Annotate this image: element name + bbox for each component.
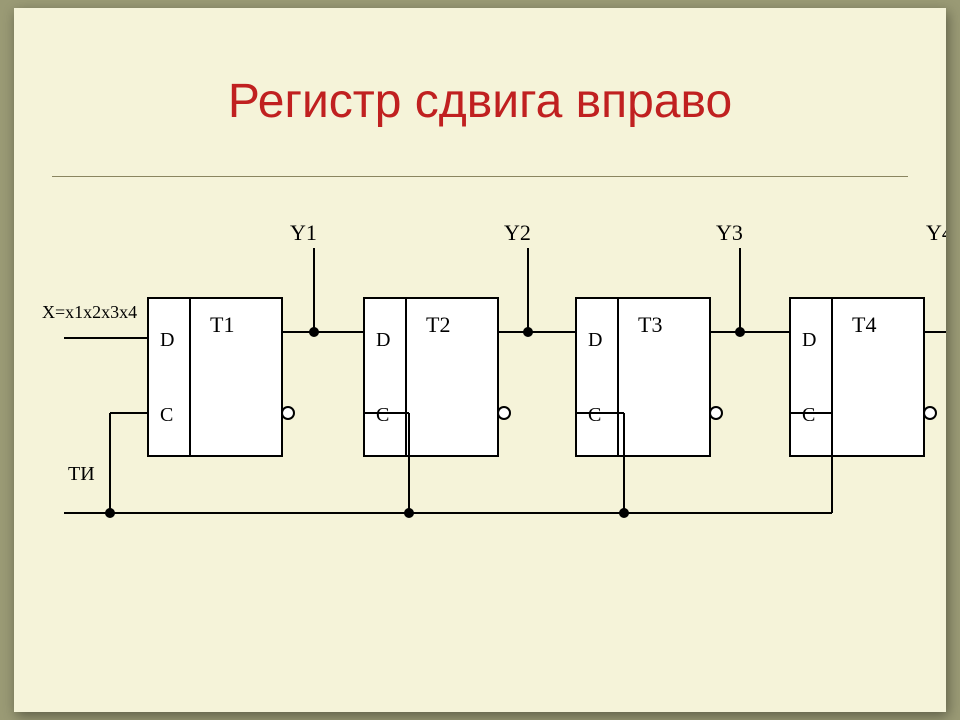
svg-text:T1: T1 [210,312,234,337]
shift-register-diagram: X=x1x2x3x4 ТИ D C T1 Y1 D C T2 Y2 D C T3 Y3 D C T4 Y4 [14,8,946,712]
svg-text:D: D [588,329,602,351]
svg-text:C: C [588,404,601,426]
svg-text:Y2: Y2 [504,220,531,245]
svg-text:Y3: Y3 [716,220,743,245]
svg-text:T3: T3 [638,312,662,337]
svg-text:X=x1x2x3x4: X=x1x2x3x4 [42,302,137,322]
svg-text:ТИ: ТИ [68,463,95,485]
svg-text:D: D [160,329,174,351]
svg-text:Y1: Y1 [290,220,317,245]
svg-text:D: D [376,329,390,351]
svg-text:C: C [160,404,173,426]
paper-card: Регистр сдвига вправо X=x1x2x3x4ТИDCT1Y1… [14,8,946,712]
svg-text:C: C [376,404,389,426]
svg-text:D: D [802,329,816,351]
svg-text:T2: T2 [426,312,450,337]
svg-text:Y4: Y4 [926,220,946,245]
slide-background: Регистр сдвига вправо X=x1x2x3x4ТИDCT1Y1… [0,0,960,720]
svg-text:T4: T4 [852,312,876,337]
svg-text:C: C [802,404,815,426]
